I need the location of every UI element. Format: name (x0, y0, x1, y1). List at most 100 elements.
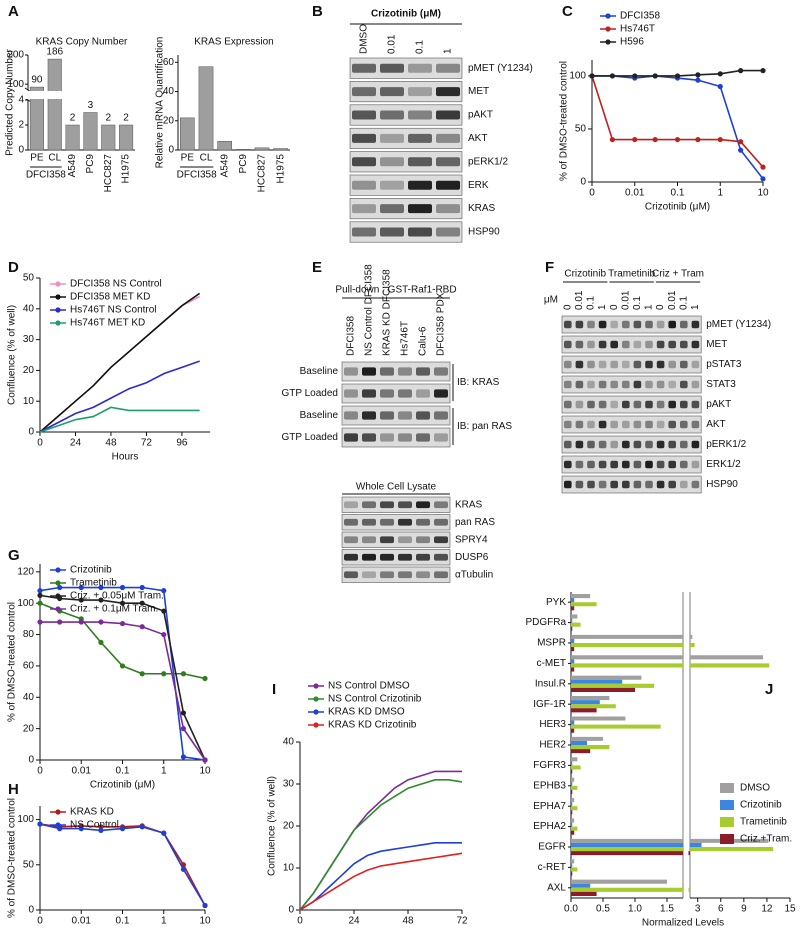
bar (571, 826, 578, 831)
x-tick-label: 10 (199, 916, 211, 927)
y-tick-label: EPHB3 (533, 780, 566, 791)
bar (571, 663, 770, 668)
legend-label: Crizotinib (740, 800, 782, 811)
blot-band (656, 340, 665, 349)
lane-label: DFCI358 (346, 316, 357, 356)
lane-label: 0.1 (678, 296, 689, 310)
bar (571, 749, 591, 754)
marker (652, 73, 658, 79)
blot-band (564, 440, 572, 449)
blot-band (598, 320, 607, 329)
y-tick-label: 20 (23, 723, 35, 734)
bar (571, 736, 603, 741)
blot-band (656, 400, 665, 409)
series-line (299, 778, 463, 911)
y-axis-label: Confluence (% of well) (7, 305, 18, 405)
bar (571, 598, 575, 603)
marker (180, 866, 187, 872)
blot-strip (341, 531, 451, 548)
x-axis-label: Crizotinib (μM) (90, 780, 155, 791)
x-tick-label: HCC827 (103, 154, 114, 193)
blot-band (633, 400, 642, 409)
y-tick-label: 30 (283, 779, 295, 790)
blot-band (344, 536, 358, 544)
blot-band (610, 460, 618, 469)
x-tick-label: H1975 (121, 154, 132, 184)
y-tick-label: FGFR3 (533, 760, 566, 771)
x-tick-label: 0.1 (116, 916, 130, 927)
bar (273, 148, 289, 151)
blot-band (587, 340, 595, 349)
legend-marker (55, 593, 61, 599)
legend-label: Criz. + 0.05μM Tram. (70, 591, 164, 602)
marker (738, 139, 744, 145)
blot-band (380, 571, 394, 579)
blot-strip (341, 427, 451, 448)
group-label: DFCI358 (26, 170, 66, 181)
blot-band (645, 320, 653, 329)
bar (47, 58, 62, 151)
blot-band (434, 433, 448, 442)
group-label: Criz + Tram (652, 269, 704, 280)
blot-band (398, 553, 412, 561)
marker (98, 584, 104, 591)
blot-band (380, 63, 404, 73)
row-label: pERK1/2 (706, 439, 746, 450)
blot-band (564, 320, 572, 329)
blot-band (564, 360, 572, 369)
panel-label: J (765, 681, 773, 698)
marker (78, 584, 84, 591)
blot-band (344, 571, 358, 579)
x-axis-label: Normalized Levels (642, 918, 724, 928)
lane-label: 0.1 (415, 40, 426, 54)
blot-strip (341, 405, 451, 426)
lane-label: 1 (690, 304, 701, 310)
marker (695, 72, 701, 78)
blot-band (352, 180, 376, 190)
blot-band (344, 553, 358, 561)
legend-marker (55, 307, 61, 313)
marker (98, 639, 104, 646)
blot-band (408, 227, 432, 237)
y-tick-label: 100 (7, 79, 24, 90)
blot-strip (349, 151, 463, 173)
legend-marker (55, 567, 61, 573)
blot-band (622, 440, 630, 449)
blot-band (408, 63, 432, 73)
bar (571, 847, 774, 852)
marker (674, 73, 681, 79)
y-tick-label: 100 (569, 71, 586, 82)
marker (161, 830, 167, 836)
x-tick-label: CL (200, 153, 213, 164)
y-tick-label: c-MET (537, 658, 566, 669)
row-label: pan RAS (455, 517, 495, 528)
bar (571, 781, 573, 786)
y-tick-label: Insul.R (535, 678, 566, 689)
y-tick-label: 0 (28, 427, 34, 438)
blot-band (587, 440, 595, 449)
marker (161, 631, 167, 638)
blot-title: Whole Cell Lysate (356, 482, 437, 493)
blot-band (680, 460, 688, 469)
bar (571, 659, 575, 664)
bar (571, 724, 661, 729)
bar (571, 647, 575, 652)
x-tick-label: CL (48, 153, 61, 164)
blot-band (691, 460, 700, 469)
blot-band (352, 87, 376, 97)
blot-band (668, 320, 676, 329)
blot-band (575, 340, 584, 349)
y-tick-label: EGFR (538, 842, 566, 853)
y-axis-label: % of DMSO-treated control (7, 798, 18, 918)
legend-label: Crizotinib (70, 565, 112, 576)
blot-band (362, 536, 376, 544)
legend-label: DMSO (740, 783, 770, 794)
blot-band (380, 411, 394, 420)
bar (254, 147, 270, 151)
blot-band (645, 380, 653, 389)
marker (738, 147, 744, 153)
blot-band (436, 180, 460, 190)
blot-band (398, 389, 412, 398)
bar (119, 124, 134, 151)
bar (571, 679, 623, 684)
